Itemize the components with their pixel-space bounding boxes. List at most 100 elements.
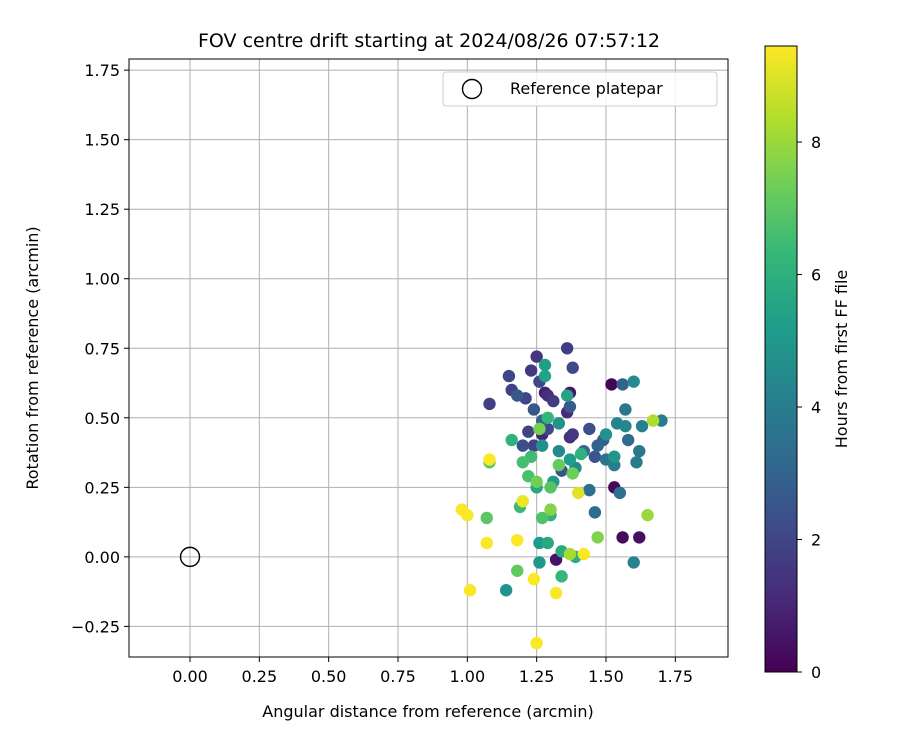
data-point <box>541 536 554 550</box>
data-point <box>555 570 568 583</box>
legend-label-reference: Reference platepar <box>510 79 663 98</box>
data-point <box>552 458 566 472</box>
data-point <box>541 411 554 424</box>
y-tick-label: 1.75 <box>84 61 120 80</box>
data-point <box>527 403 541 416</box>
data-point <box>560 342 574 355</box>
data-point <box>583 422 596 436</box>
data-point <box>530 636 543 650</box>
chart-title: FOV centre drift starting at 2024/08/26 … <box>198 30 660 52</box>
data-point <box>641 508 654 522</box>
data-point <box>516 456 529 469</box>
x-tick-label: 0.00 <box>172 667 208 686</box>
x-tick-label: 1.25 <box>519 667 555 686</box>
y-tick-label: 1.00 <box>84 270 120 289</box>
data-point <box>577 547 590 561</box>
data-point <box>533 556 546 569</box>
data-point <box>630 456 643 469</box>
x-tick-label: 0.50 <box>311 667 347 686</box>
y-tick-label: 0.00 <box>84 548 120 567</box>
data-point <box>619 419 632 433</box>
data-point <box>499 584 513 597</box>
y-tick-label: 1.50 <box>84 131 120 150</box>
data-point <box>511 533 524 547</box>
colorbar-label: Hours from first FF file <box>832 270 851 449</box>
data-point <box>588 506 602 519</box>
data-point <box>538 369 552 383</box>
data-point <box>633 531 646 544</box>
data-point <box>646 414 660 427</box>
data-point <box>616 531 629 544</box>
data-point <box>608 450 621 463</box>
data-point <box>621 433 635 447</box>
y-axis-ticks: −0.25 0.00 0.25 0.50 0.75 1.00 1.25 1.50 1.75 <box>71 61 129 636</box>
data-point <box>563 547 577 561</box>
data-point <box>574 447 588 461</box>
data-point <box>588 450 602 463</box>
data-point <box>511 564 524 577</box>
grid-lines <box>129 59 728 657</box>
data-point <box>516 439 529 452</box>
y-tick-label: 1.25 <box>84 200 120 219</box>
colorbar-tick-label: 2 <box>811 531 821 550</box>
colorbar-ticks: 0 2 4 6 8 <box>797 133 821 682</box>
x-tick-label: 1.00 <box>450 667 486 686</box>
reference-point-icon <box>179 546 201 568</box>
data-point <box>461 508 474 522</box>
data-point <box>563 453 577 466</box>
data-point <box>572 486 585 500</box>
data-point <box>483 397 496 411</box>
data-point <box>591 439 604 452</box>
data-point <box>535 439 549 452</box>
data-point <box>533 422 546 436</box>
x-axis-label: Angular distance from reference (arcmin) <box>262 702 593 721</box>
colorbar-gradient <box>764 45 798 673</box>
colorbar: 0 2 4 6 8 Hours from first FF file <box>764 45 851 682</box>
data-point <box>616 378 629 391</box>
legend-marker-reference-icon <box>461 78 483 100</box>
data-point <box>463 584 477 597</box>
data-point <box>627 556 640 569</box>
plot-area-frame <box>128 58 729 658</box>
data-point <box>530 475 543 488</box>
data-point <box>505 433 518 447</box>
y-tick-label: −0.25 <box>71 617 120 636</box>
data-point <box>549 586 563 600</box>
colorbar-tick-label: 6 <box>811 266 821 285</box>
data-point <box>605 378 618 391</box>
data-point <box>483 453 496 466</box>
x-tick-label: 1.50 <box>588 667 624 686</box>
x-tick-label: 0.25 <box>242 667 278 686</box>
data-point <box>599 428 613 441</box>
data-point <box>522 425 535 438</box>
data-point <box>627 375 640 388</box>
legend-box <box>442 71 718 107</box>
data-point <box>480 511 493 525</box>
y-tick-label: 0.75 <box>84 339 120 358</box>
x-tick-label: 0.75 <box>380 667 416 686</box>
data-point <box>530 350 543 363</box>
data-point <box>552 444 566 458</box>
data-point <box>566 467 579 480</box>
y-tick-label: 0.50 <box>84 409 120 428</box>
colorbar-tick-label: 8 <box>811 133 821 152</box>
data-point <box>619 403 632 416</box>
colorbar-tick-label: 4 <box>811 398 821 417</box>
data-point <box>583 483 596 497</box>
data-point <box>613 486 627 500</box>
data-point <box>544 503 557 516</box>
data-point <box>635 419 649 433</box>
data-point <box>502 369 516 383</box>
data-point <box>547 394 560 408</box>
data-point <box>538 358 552 372</box>
data-point <box>535 511 549 525</box>
data-point <box>552 417 566 430</box>
data-point <box>544 481 557 494</box>
data-point <box>560 389 574 402</box>
data-point <box>563 400 577 413</box>
data-point <box>524 364 538 377</box>
data-point <box>511 389 524 402</box>
y-axis-label: Rotation from reference (arcmin) <box>23 226 42 489</box>
